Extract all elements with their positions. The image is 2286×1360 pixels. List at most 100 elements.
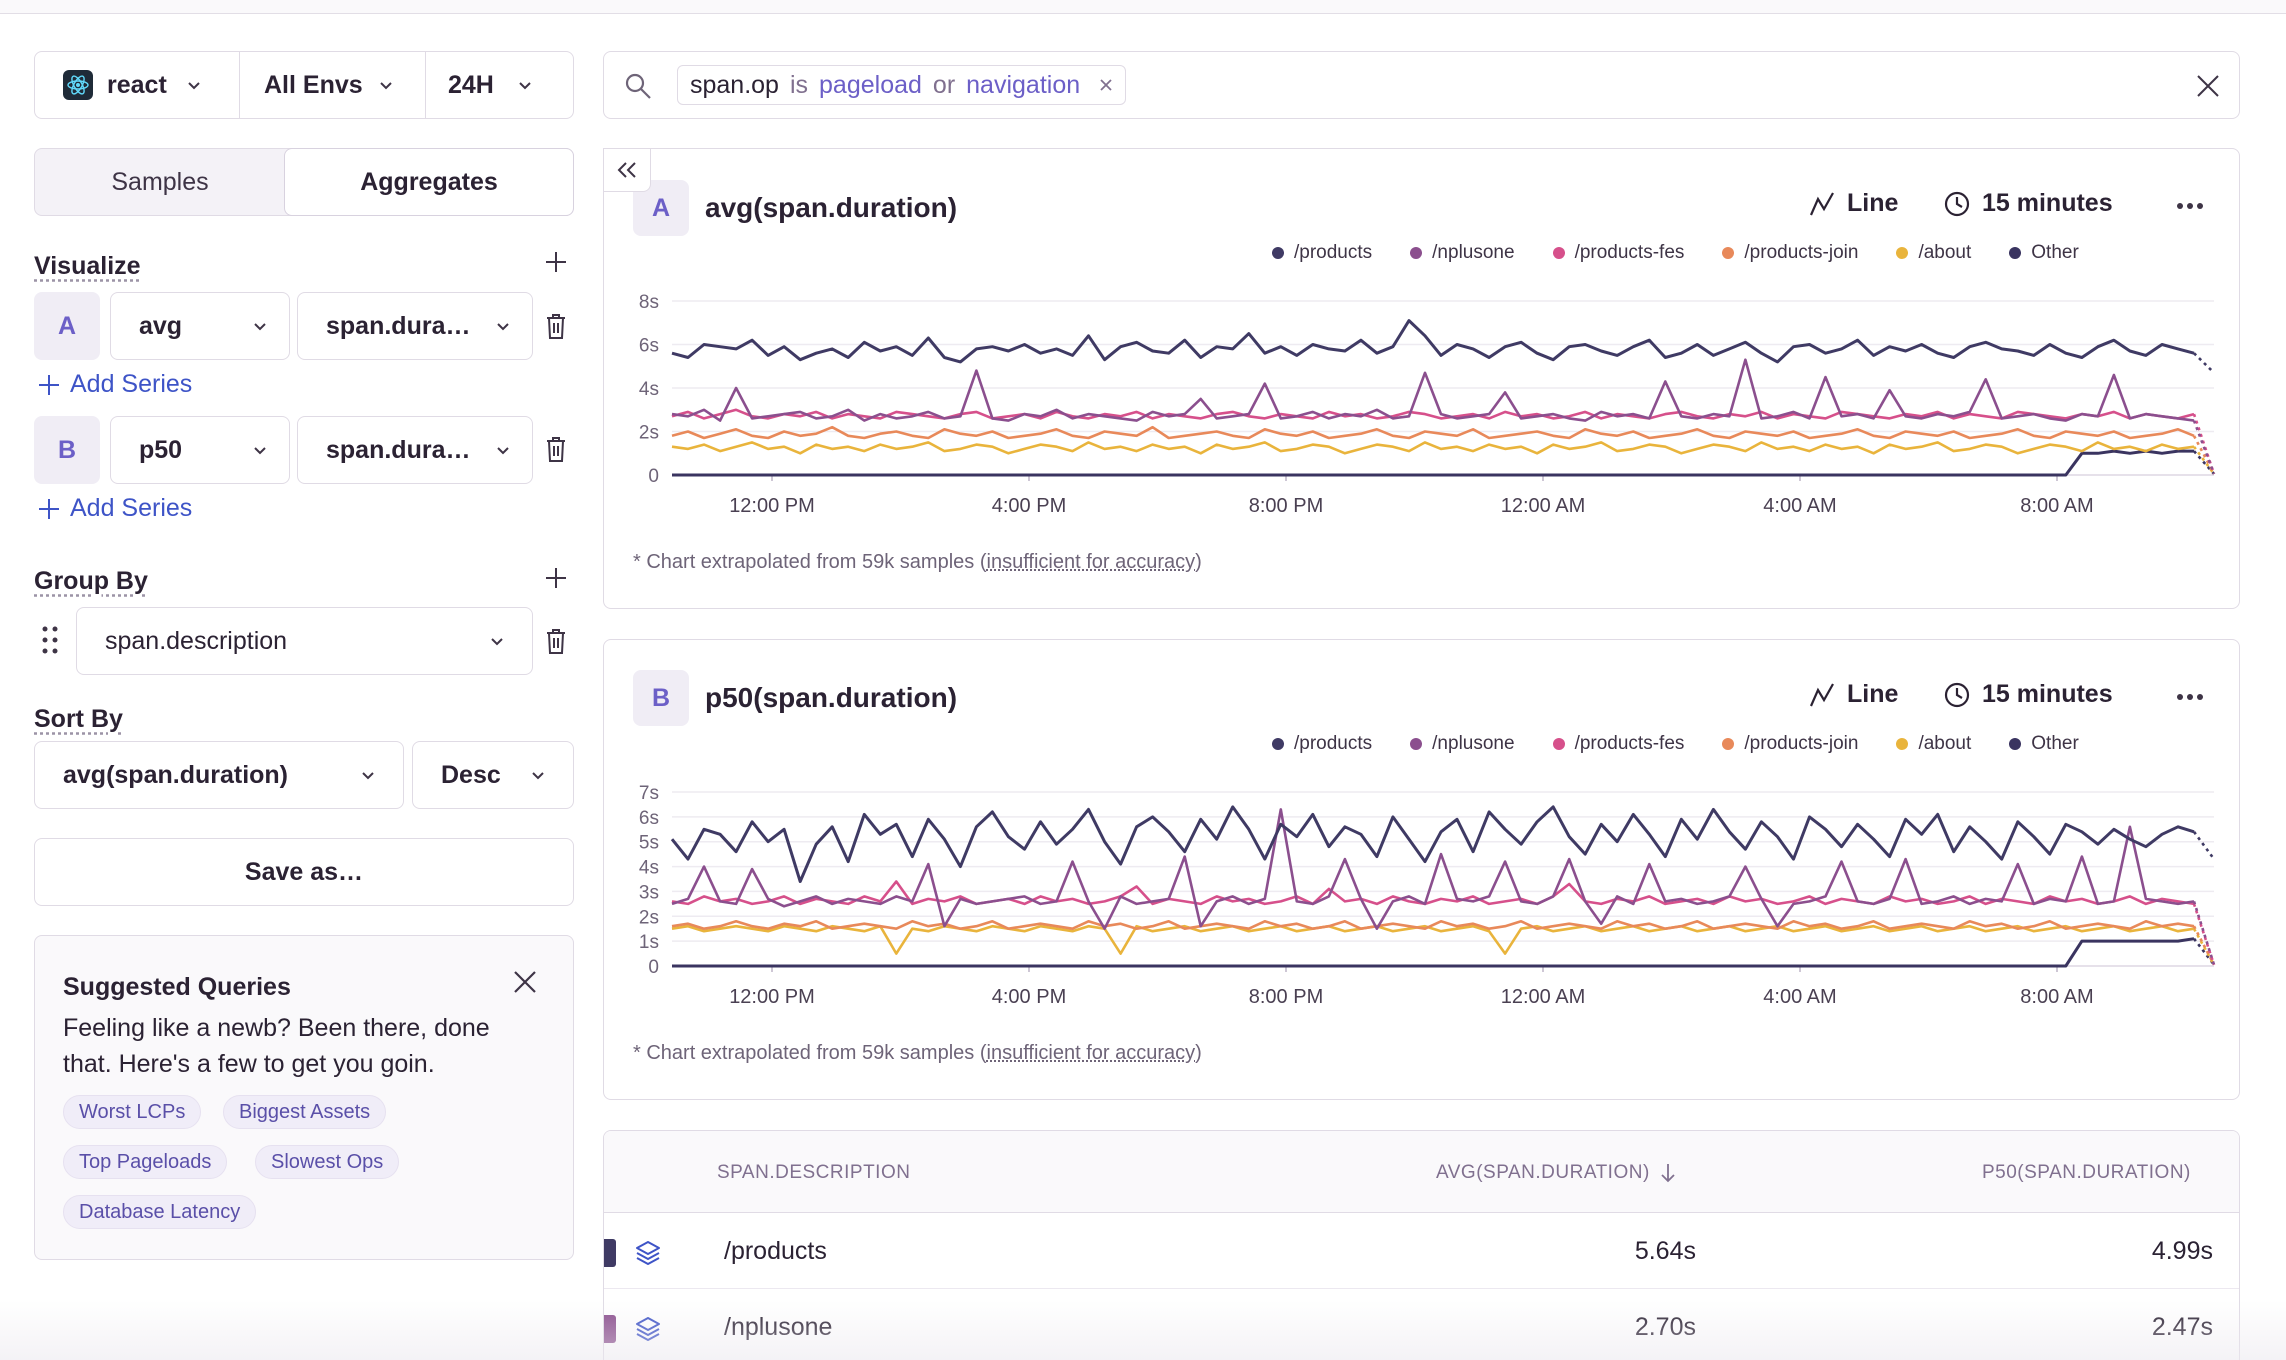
trash-icon[interactable]	[544, 312, 568, 340]
sort-field-select[interactable]: avg(span.duration)	[34, 741, 404, 809]
close-icon[interactable]	[513, 970, 537, 994]
clock-icon	[1944, 191, 1970, 216]
legend-item[interactable]: /products	[1272, 242, 1372, 264]
legend-dot	[1410, 738, 1423, 750]
tab-aggregates-label: Aggregates	[360, 167, 498, 196]
table-row[interactable]: /products 5.64s 4.99s	[604, 1213, 2239, 1289]
legend-item[interactable]: Other	[2009, 242, 2079, 264]
series-b-field-select[interactable]: span.dura…	[297, 416, 533, 484]
chart-b-type-button[interactable]: Line	[1809, 680, 1898, 709]
token-key: span.op	[690, 70, 779, 99]
search-bar[interactable]: span.op is pageload or navigation	[603, 51, 2240, 119]
query-chip-slowest-ops[interactable]: Slowest Ops	[255, 1145, 400, 1179]
add-series-button-a[interactable]: Add Series	[38, 370, 192, 399]
tab-aggregates[interactable]: Aggregates	[284, 148, 574, 216]
chart-a-type-button[interactable]: Line	[1809, 189, 1898, 218]
mode-segmented-control: Samples Aggregates	[34, 148, 574, 216]
legend-item[interactable]: /about	[1896, 733, 1971, 755]
legend-item[interactable]: /about	[1896, 242, 1971, 264]
chart-b-y-tick-label: 4s	[639, 858, 659, 879]
legend-label: /about	[1918, 733, 1972, 754]
chart-a-series-line	[671, 425, 2195, 440]
legend-item[interactable]: /nplusone	[1410, 733, 1515, 755]
group-by-select[interactable]: span.description	[76, 607, 533, 675]
row-description[interactable]: /products	[724, 1237, 827, 1265]
series-color-swatch	[604, 1239, 616, 1267]
series-a-field-select[interactable]: span.dura…	[297, 292, 533, 360]
legend-item[interactable]: /products-join	[1722, 242, 1858, 264]
series-b-function: p50	[139, 435, 183, 464]
add-visualize-icon[interactable]	[544, 250, 568, 274]
period-selector[interactable]: 24H	[426, 52, 573, 118]
chart-a-footnote-link[interactable]: insufficient for accuracy	[986, 551, 1196, 573]
environment-label: All Envs	[264, 70, 363, 99]
chevron-down-icon	[519, 82, 531, 90]
series-b-function-select[interactable]: p50	[110, 416, 290, 484]
environment-selector[interactable]: All Envs	[240, 52, 426, 118]
header-avg-duration[interactable]: AVG(SPAN.DURATION)	[1436, 1162, 1676, 1184]
chart-b-footnote-link[interactable]: insufficient for accuracy	[986, 1042, 1196, 1064]
legend-item[interactable]: /nplusone	[1410, 242, 1515, 264]
chart-b-series-tail	[2192, 937, 2216, 966]
series-b-letter: B	[34, 416, 100, 484]
sort-desc-icon	[1661, 1164, 1675, 1183]
legend-label: Other	[2031, 242, 2079, 263]
clear-search-icon[interactable]	[2196, 74, 2220, 98]
more-options-icon[interactable]	[2176, 202, 2204, 210]
chart-panel-b: B p50(span.duration) Line 15 minutes /pr…	[603, 639, 2240, 1100]
chart-a-series-line	[671, 441, 2195, 455]
collapse-sidebar-button[interactable]	[603, 148, 651, 192]
legend-item[interactable]: /products-join	[1722, 733, 1858, 755]
chart-b-plot[interactable]: 0 1s 2s 3s 4s 5s 6s 7s 12:00 PM 4:00 PM 8:00 PM 12:…	[604, 770, 2241, 1030]
project-selector[interactable]: react	[35, 52, 240, 118]
legend-item[interactable]: /products-fes	[1552, 242, 1684, 264]
chart-b-footnote: * Chart extrapolated from 59k samples (i…	[633, 1042, 1202, 1065]
add-series-button-b[interactable]: Add Series	[38, 494, 192, 523]
query-chip-database-latency[interactable]: Database Latency	[63, 1195, 257, 1229]
legend-dot	[1552, 247, 1565, 259]
query-chip-top-pageloads[interactable]: Top Pageloads	[63, 1145, 228, 1179]
chart-a-interval-button[interactable]: 15 minutes	[1944, 189, 2113, 218]
chart-a-x-tick-label: 12:00 AM	[1501, 495, 1586, 517]
chart-a-x-tick-label: 4:00 PM	[992, 495, 1066, 517]
table-row[interactable]: /nplusone 2.70s 2.47s	[604, 1289, 2239, 1360]
chart-b-x-tick-label: 12:00 AM	[1501, 986, 1586, 1008]
chart-b-legend: /products /nplusone /products-fes /produ…	[1272, 733, 2079, 755]
react-icon	[63, 70, 93, 100]
chart-a-title: avg(span.duration)	[705, 192, 958, 223]
series-a-function-select[interactable]: avg	[110, 292, 290, 360]
chart-b-footnote-end: )	[1195, 1042, 1202, 1064]
line-chart-icon	[1809, 682, 1834, 706]
row-description[interactable]: /nplusone	[724, 1313, 833, 1341]
chart-a-plot[interactable]: 0 2s 4s 6s 8s 12:00 PM 4:00 PM 8:00 PM 12:00 AM 4…	[604, 279, 2241, 539]
more-options-icon[interactable]	[2176, 693, 2204, 701]
legend-item[interactable]: Other	[2009, 733, 2079, 755]
trash-icon[interactable]	[544, 435, 568, 463]
trash-icon[interactable]	[544, 627, 568, 655]
query-chip-worst-lcps[interactable]: Worst LCPs	[63, 1095, 202, 1129]
search-token[interactable]: span.op is pageload or navigation	[677, 65, 1127, 105]
remove-token-icon[interactable]	[1099, 78, 1113, 92]
row-avg: 5.64s	[1634, 1237, 1696, 1265]
samples-stack-icon[interactable]	[634, 1239, 662, 1267]
legend-item[interactable]: /products	[1272, 733, 1372, 755]
add-group-by-icon[interactable]	[544, 566, 568, 590]
chart-b-interval-label: 15 minutes	[1982, 680, 2113, 708]
chart-b-x-tick-label: 8:00 AM	[2020, 986, 2093, 1008]
legend-item[interactable]: /products-fes	[1552, 733, 1684, 755]
header-span-description[interactable]: SPAN.DESCRIPTION	[717, 1162, 911, 1183]
chevron-down-icon	[362, 772, 374, 780]
header-p50-duration[interactable]: P50(SPAN.DURATION)	[1982, 1162, 2191, 1183]
save-as-button[interactable]: Save as…	[34, 838, 574, 906]
chart-b-interval-button[interactable]: 15 minutes	[1944, 680, 2113, 709]
series-b-field: span.dura…	[326, 435, 471, 464]
tab-samples[interactable]: Samples	[35, 149, 285, 215]
drag-handle-icon[interactable]	[42, 626, 58, 654]
sort-order-select[interactable]: Desc	[412, 741, 574, 809]
query-chip-biggest-assets[interactable]: Biggest Assets	[223, 1095, 387, 1129]
chart-a-footnote-end: )	[1195, 551, 1202, 573]
chart-a-series-tail	[2193, 450, 2215, 475]
samples-stack-icon[interactable]	[634, 1315, 662, 1343]
table-header	[604, 1131, 2239, 1213]
legend-dot	[1896, 738, 1909, 750]
